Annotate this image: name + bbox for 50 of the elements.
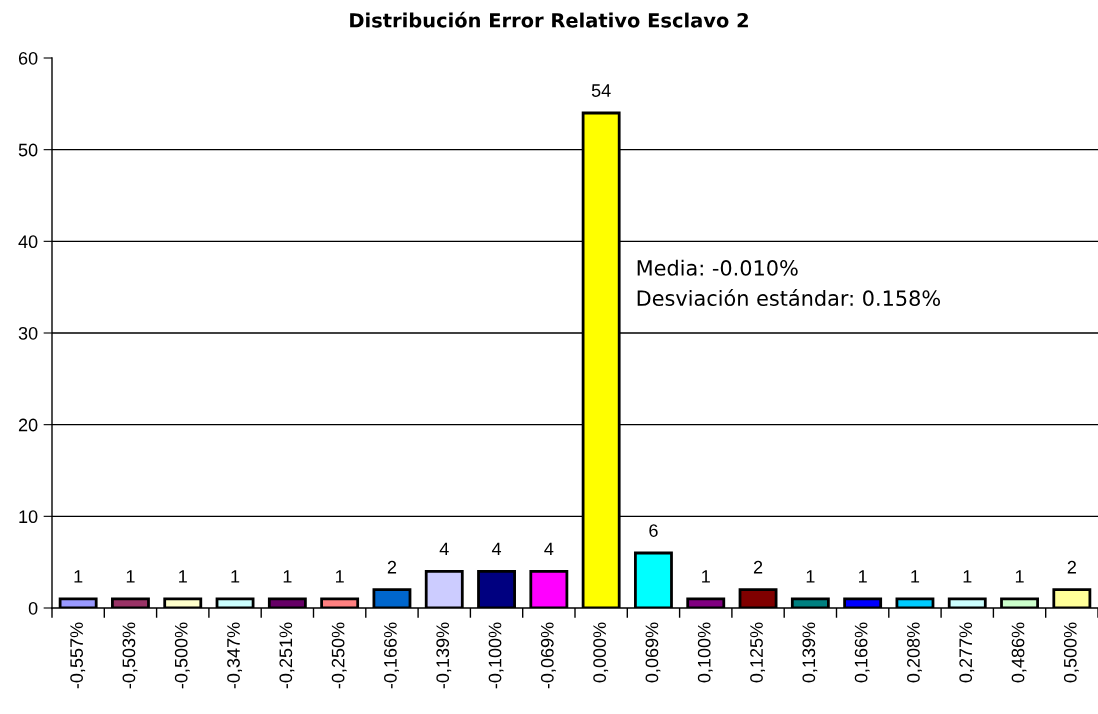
data-label: 1 [963,570,972,583]
x-tick-label: -0,557% [70,622,86,689]
data-label: 54 [591,84,611,97]
data-label: 2 [753,560,763,574]
x-tick-label: 0,069% [645,622,661,683]
data-label: 1 [911,570,920,583]
data-label: 1 [126,570,135,583]
x-tick-label: 0,100% [697,622,713,683]
y-tick-label: 10 [19,510,38,524]
data-label: 1 [859,570,867,583]
x-tick-label: 0,208% [907,622,922,683]
x-tick-label: 0,000% [593,622,609,683]
x-tick-label: -0,347% [227,622,243,689]
data-label: 2 [1067,560,1076,574]
data-label: 4 [544,542,554,556]
y-tick-label: 50 [18,143,38,157]
y-tick-label: 20 [18,418,38,432]
y-tick-label: 30 [18,326,38,340]
data-label: 1 [702,570,710,583]
x-tick-label: -0,069% [540,622,556,689]
x-tick-label: 0,139% [802,622,818,683]
x-tick-label: -0,500% [174,622,190,689]
x-tick-label: 0,166% [854,622,870,683]
x-tick-label: -0,166% [384,622,399,689]
y-tick-label: 0 [28,601,38,615]
x-tick-label: -0,250% [331,622,347,689]
data-label: 4 [491,542,502,556]
x-tick-label: 0,500% [1063,622,1079,683]
data-label: 1 [74,570,83,583]
x-tick-label: 0,125% [750,622,766,683]
data-label: 1 [1015,570,1024,583]
y-tick-label: 40 [18,235,38,249]
data-label: 2 [387,560,397,574]
x-tick-label: -0,503% [122,622,138,689]
data-label: 1 [231,570,240,583]
y-tick-label: 60 [18,51,38,65]
x-tick-label: -0,139% [436,622,452,689]
annotation: Media: -0.010% [637,259,798,276]
data-label: 1 [806,570,815,583]
data-label: 1 [179,570,187,583]
data-label: 6 [649,524,658,537]
x-tick-label: 0,486% [1011,622,1027,683]
data-label: 1 [283,570,292,583]
x-tick-label: 0,277% [959,622,975,683]
x-tick-label: -0,251% [279,622,295,689]
chart-title: Distribución Error Relativo Esclavo 2 [350,11,748,28]
x-tick-label: -0,100% [488,622,504,689]
annotation: Desviación estándar: 0.158% [637,289,941,307]
data-label: 1 [336,570,344,583]
data-label: 4 [439,542,449,556]
